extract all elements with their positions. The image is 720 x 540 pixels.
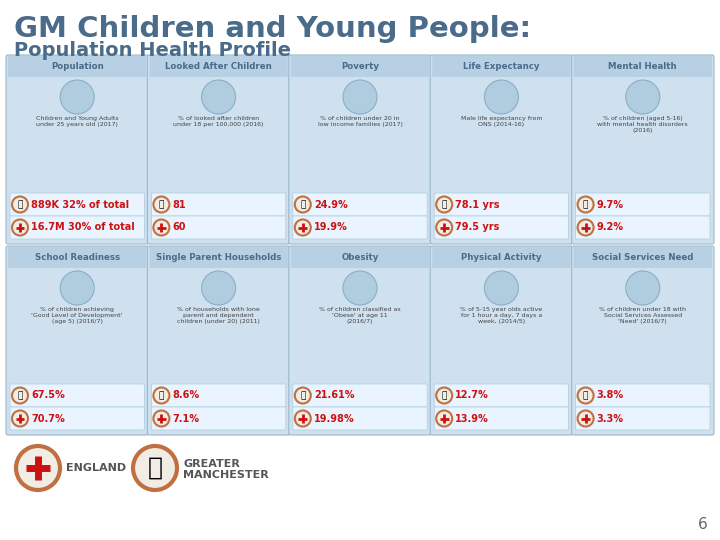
Circle shape [12, 388, 28, 403]
Circle shape [12, 410, 28, 427]
Circle shape [60, 80, 94, 114]
Text: 12.7%: 12.7% [455, 390, 489, 401]
Text: 🐝: 🐝 [583, 200, 588, 209]
Text: 81: 81 [172, 199, 186, 210]
Text: 16.7M 30% of total: 16.7M 30% of total [31, 222, 135, 233]
FancyBboxPatch shape [291, 56, 429, 77]
Circle shape [294, 219, 311, 235]
FancyBboxPatch shape [10, 216, 145, 239]
Text: 21.61%: 21.61% [314, 390, 354, 401]
Circle shape [577, 388, 593, 403]
Circle shape [153, 410, 169, 427]
FancyBboxPatch shape [10, 193, 145, 216]
Text: 70.7%: 70.7% [31, 414, 65, 423]
FancyBboxPatch shape [151, 384, 286, 407]
Text: MANCHESTER: MANCHESTER [183, 470, 269, 480]
FancyBboxPatch shape [10, 407, 145, 430]
FancyBboxPatch shape [575, 384, 710, 407]
Circle shape [16, 446, 60, 490]
FancyBboxPatch shape [6, 246, 148, 435]
FancyBboxPatch shape [575, 193, 710, 216]
Text: 13.9%: 13.9% [455, 414, 489, 423]
FancyBboxPatch shape [575, 407, 710, 430]
FancyBboxPatch shape [574, 247, 712, 268]
Text: School Readiness: School Readiness [35, 253, 120, 262]
Text: 19.98%: 19.98% [314, 414, 354, 423]
Text: Single Parent Households: Single Parent Households [156, 253, 282, 262]
Text: Mental Health: Mental Health [608, 62, 677, 71]
Circle shape [294, 410, 311, 427]
Text: 78.1 yrs: 78.1 yrs [455, 199, 500, 210]
Circle shape [133, 446, 177, 490]
Circle shape [202, 80, 235, 114]
Text: 🐝: 🐝 [17, 391, 23, 400]
FancyBboxPatch shape [150, 56, 288, 77]
Text: Children and Young Adults
under 25 years old (2017): Children and Young Adults under 25 years… [36, 116, 119, 127]
Circle shape [12, 197, 28, 213]
Circle shape [202, 271, 235, 305]
FancyBboxPatch shape [151, 216, 286, 239]
Text: Obesity: Obesity [341, 253, 379, 262]
Text: Social Services Need: Social Services Need [592, 253, 693, 262]
FancyBboxPatch shape [572, 55, 714, 244]
Circle shape [436, 388, 452, 403]
FancyBboxPatch shape [293, 216, 427, 239]
Circle shape [294, 197, 311, 213]
FancyBboxPatch shape [8, 247, 146, 268]
Text: Looked After Children: Looked After Children [165, 62, 272, 71]
Text: 🐝: 🐝 [441, 391, 447, 400]
Text: GM Children and Young People:: GM Children and Young People: [14, 15, 531, 43]
FancyBboxPatch shape [293, 384, 427, 407]
FancyBboxPatch shape [434, 216, 569, 239]
Circle shape [153, 388, 169, 403]
FancyBboxPatch shape [8, 56, 146, 77]
Text: 19.9%: 19.9% [314, 222, 348, 233]
FancyBboxPatch shape [434, 384, 569, 407]
Text: 67.5%: 67.5% [31, 390, 65, 401]
Text: ENGLAND: ENGLAND [66, 463, 126, 473]
Text: 7.1%: 7.1% [172, 414, 199, 423]
Circle shape [436, 410, 452, 427]
FancyBboxPatch shape [151, 407, 286, 430]
FancyBboxPatch shape [10, 384, 145, 407]
Text: GREATER: GREATER [183, 459, 240, 469]
Circle shape [60, 271, 94, 305]
Text: 3.8%: 3.8% [597, 390, 624, 401]
Circle shape [12, 219, 28, 235]
FancyBboxPatch shape [6, 55, 148, 244]
FancyBboxPatch shape [431, 246, 572, 435]
Text: Population Health Profile: Population Health Profile [14, 41, 291, 60]
Text: % of children under 18 with
Social Services Assessed
'Need' (2016/7): % of children under 18 with Social Servi… [599, 307, 686, 325]
Text: 8.6%: 8.6% [172, 390, 199, 401]
FancyBboxPatch shape [148, 55, 289, 244]
Circle shape [153, 197, 169, 213]
Text: % of children under 20 in
low income families (2017): % of children under 20 in low income fam… [318, 116, 402, 127]
Circle shape [577, 219, 593, 235]
Circle shape [485, 80, 518, 114]
Text: 🐝: 🐝 [300, 391, 305, 400]
Text: 24.9%: 24.9% [314, 199, 348, 210]
Text: % of children achieving
'Good Level of Development'
(age 5) (2016/7): % of children achieving 'Good Level of D… [32, 307, 123, 325]
Circle shape [343, 80, 377, 114]
Circle shape [436, 219, 452, 235]
Circle shape [626, 80, 660, 114]
Circle shape [626, 271, 660, 305]
Text: % of children classified as
'Obese' at age 11
(2016/7): % of children classified as 'Obese' at a… [319, 307, 401, 325]
Circle shape [436, 197, 452, 213]
Text: % of households with lone
parent and dependent
children (under 20) (2011): % of households with lone parent and dep… [177, 307, 260, 325]
Text: % of children (aged 5-16)
with mental health disorders
(2016): % of children (aged 5-16) with mental he… [598, 116, 688, 133]
Text: 9.7%: 9.7% [597, 199, 624, 210]
FancyBboxPatch shape [291, 247, 429, 268]
Text: 79.5 yrs: 79.5 yrs [455, 222, 500, 233]
Text: % of looked after children
under 18 per 100,000 (2016): % of looked after children under 18 per … [174, 116, 264, 127]
Text: 6: 6 [698, 517, 708, 532]
Text: Population: Population [51, 62, 104, 71]
Circle shape [153, 219, 169, 235]
FancyBboxPatch shape [148, 246, 289, 435]
Circle shape [577, 410, 593, 427]
Text: Male life expectancy from
ONS (2014-16): Male life expectancy from ONS (2014-16) [461, 116, 542, 127]
Text: 🐝: 🐝 [441, 200, 447, 209]
Text: 🐝: 🐝 [158, 200, 164, 209]
FancyBboxPatch shape [434, 193, 569, 216]
Text: Physical Activity: Physical Activity [461, 253, 541, 262]
